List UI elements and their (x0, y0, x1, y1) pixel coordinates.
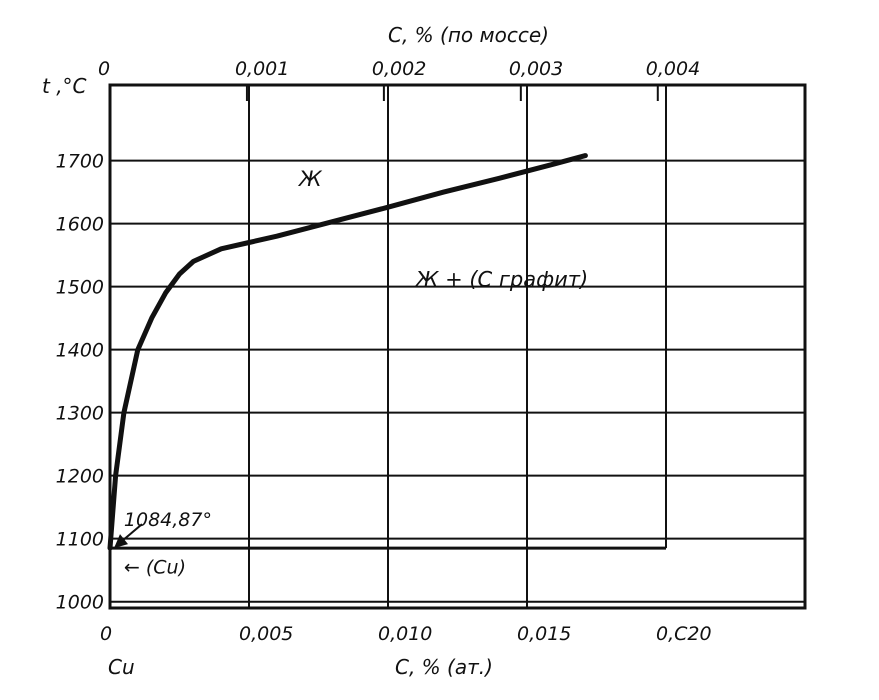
plot-frame (108, 83, 807, 610)
y-tick-label: 1600 (56, 214, 104, 236)
eutectic-temperature-label: 1084,87° (124, 509, 212, 531)
x-origin-label: Cu (108, 655, 135, 679)
grid-lines (108, 83, 807, 610)
y-tick-label: 1500 (56, 277, 104, 299)
x-tick-label: 0,015 (517, 623, 571, 645)
top-tick-label: 0,002 (372, 58, 426, 80)
y-tick-label: 1700 (56, 151, 104, 173)
chart-labels: 0 0,005 0,010 0,015 0,C20 1000 1100 1200 1300 140… (56, 58, 712, 645)
annotation-arrows (114, 523, 143, 549)
x-tick-label: 0,005 (239, 623, 293, 645)
y-tick-label: 1200 (56, 466, 104, 488)
y-tick-label: 1100 (56, 529, 104, 551)
y-axis-title: t ,°C (42, 74, 87, 98)
top-axis-title: C, % (по моссе) (388, 23, 549, 47)
x-tick-label: 0,010 (378, 623, 432, 645)
liquid-region-label: Ж (297, 167, 323, 191)
x-tick-label: 0 (100, 623, 112, 645)
x-tick-label: 0,C20 (656, 623, 712, 645)
top-tick-label: 0,004 (646, 58, 700, 80)
liquidus-curve (107, 153, 588, 551)
y-tick-label: 1400 (56, 340, 104, 362)
copper-melting-label: ← (Cu) (124, 556, 186, 578)
top-tick-label: 0,001 (235, 58, 289, 80)
y-tick-label: 1300 (56, 403, 104, 425)
x-axis-title: C, % (ат.) (395, 655, 493, 679)
eutectic-arrow-head (114, 534, 128, 549)
liquid-graphite-region-label: Ж + (С графит) (414, 268, 588, 292)
top-tick-label: 0 (98, 58, 110, 80)
y-tick-label: 1000 (56, 592, 104, 614)
top-tick-label: 0,003 (509, 58, 563, 80)
